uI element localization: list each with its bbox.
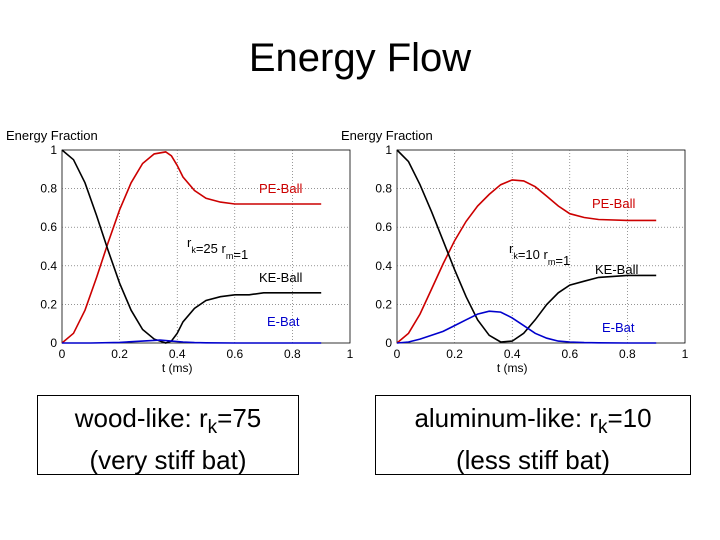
series-line-pe-ball (396, 179, 657, 344)
param-annotation: rk=10 rm=1 (509, 241, 570, 268)
y-axis-label: Energy Fraction (341, 128, 433, 143)
y-tick-label: 0.4 (375, 259, 392, 273)
y-tick-label: 0.8 (375, 182, 392, 196)
caption-wood-suffix: =75 (217, 403, 262, 433)
y-tick-label: 0 (385, 336, 392, 350)
y-axis-label: Energy Fraction (6, 128, 98, 143)
x-tick-label: 0.4 (169, 347, 186, 361)
x-tick-label: 1 (347, 347, 354, 361)
y-tick-label: 0.8 (40, 182, 57, 196)
x-axis-label: t (ms) (162, 361, 193, 375)
series-label-ke-ball: KE-Ball (595, 262, 638, 277)
series-label-e-bat: E-Bat (602, 320, 635, 335)
param-annotation: rk=25 rm=1 (187, 235, 248, 262)
y-tick-label: 1 (50, 143, 57, 157)
x-tick-label: 0.6 (226, 347, 243, 361)
y-tick-label: 0.2 (40, 297, 57, 311)
series-label-pe-ball: PE-Ball (259, 181, 302, 196)
caption-aluminum-sub: k (597, 417, 608, 439)
x-tick-label: 1 (682, 347, 689, 361)
x-tick-label: 0 (394, 347, 401, 361)
caption-aluminum-line2: (less stiff bat) (455, 445, 611, 476)
x-tick-label: 0.2 (111, 347, 128, 361)
plot-area (61, 149, 351, 344)
x-tick-label: 0.4 (504, 347, 521, 361)
y-tick-label: 1 (385, 143, 392, 157)
x-tick-label: 0.6 (561, 347, 578, 361)
series-label-ke-ball: KE-Ball (259, 270, 302, 285)
slide-title: Energy Flow (248, 36, 472, 80)
y-tick-label: 0 (50, 336, 57, 350)
caption-wood-prefix: wood-like: r (74, 403, 208, 433)
series-label-e-bat: E-Bat (267, 314, 300, 329)
series-line-ke-ball (396, 149, 657, 343)
y-tick-label: 0.6 (40, 220, 57, 234)
x-tick-label: 0.2 (446, 347, 463, 361)
series-label-pe-ball: PE-Ball (592, 196, 635, 211)
caption-aluminum-prefix: aluminum-like: r (414, 403, 598, 433)
series-line-e-bat (62, 339, 322, 344)
y-tick-label: 0.2 (375, 297, 392, 311)
energy-chart-left: 0 0.2 0.4 0.6 0.8 1 0 0.2 0.4 0.6 0.8 1 Energy Fract… (2, 125, 357, 385)
x-tick-label: 0 (59, 347, 66, 361)
x-axis-label: t (ms) (497, 361, 528, 375)
y-tick-label: 0.6 (375, 220, 392, 234)
x-tick-label: 0.8 (619, 347, 636, 361)
x-tick-label: 0.8 (284, 347, 301, 361)
caption-wood-like: wood-like: rk=75 (very stiff bat) (37, 395, 299, 475)
caption-wood-sub: k (207, 417, 218, 439)
caption-aluminum-like: aluminum-like: rk=10 (less stiff bat) (375, 395, 691, 475)
series-line-pe-ball (61, 151, 322, 344)
series-line-e-bat (396, 310, 657, 344)
caption-wood-line2: (very stiff bat) (89, 445, 247, 476)
energy-chart-right: 0 0.2 0.4 0.6 0.8 1 0 0.2 0.4 0.6 0.8 1 Energy Fract… (337, 125, 692, 385)
caption-aluminum-suffix: =10 (607, 403, 652, 433)
y-tick-label: 0.4 (40, 259, 57, 273)
